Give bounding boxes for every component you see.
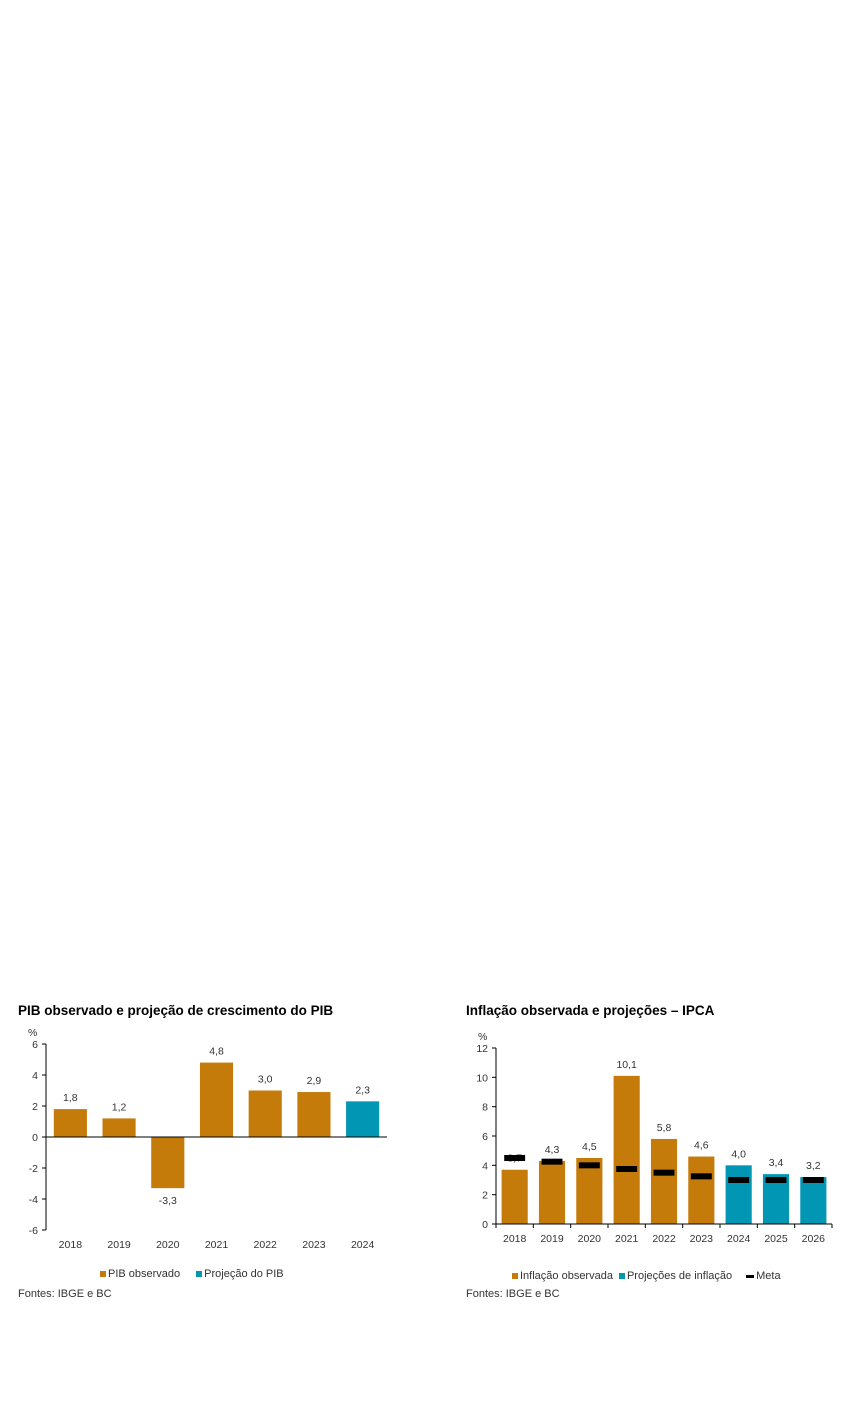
bar-2020 (576, 1158, 603, 1224)
y-axis-unit-label: % (478, 1031, 487, 1043)
target-marker-2024 (728, 1177, 750, 1183)
data-label-2026: 3,2 (806, 1160, 821, 1172)
y-tick-label: 0 (32, 1132, 38, 1144)
bar-2024 (346, 1101, 380, 1137)
y-tick-label: 0 (482, 1219, 488, 1231)
data-label-2023: 2,9 (307, 1075, 322, 1087)
chart-title: PIB observado e projeção de crescimento … (18, 1003, 334, 1018)
target-marker-2019 (541, 1158, 563, 1165)
inflation-legend: Inflação observada Projeções de inflação… (512, 1270, 781, 1282)
bar-2021 (199, 1062, 234, 1137)
y-tick-label: 12 (476, 1043, 488, 1055)
x-tick-label-2022: 2022 (254, 1239, 278, 1251)
data-label-2022: 5,8 (657, 1122, 672, 1134)
legend-label: PIB observado (108, 1268, 181, 1280)
y-tick-label: 2 (32, 1101, 38, 1113)
bar-2019 (538, 1160, 566, 1224)
bar-2022 (650, 1138, 678, 1224)
y-tick-label: 10 (476, 1072, 488, 1084)
target-marker-2025 (765, 1177, 787, 1183)
legend-swatch-projection (618, 1273, 625, 1279)
x-tick-label-2020: 2020 (578, 1233, 602, 1245)
legend-item-observed: Inflação observada (512, 1270, 613, 1282)
bar-2023 (688, 1156, 715, 1224)
bar-2024 (725, 1165, 752, 1224)
x-tick-label-2021: 2021 (205, 1239, 229, 1251)
data-label-2021: 4,8 (209, 1046, 224, 1058)
data-label-2019: 4,3 (545, 1144, 560, 1156)
target-marker-2020 (578, 1162, 600, 1169)
legend-label: Projeção do PIB (204, 1268, 284, 1280)
legend-item-projection: Projeções de inflação (618, 1270, 733, 1282)
x-tick-label-2018: 2018 (503, 1233, 527, 1245)
x-tick-label-2019: 2019 (540, 1233, 564, 1245)
y-tick-label: 4 (32, 1070, 38, 1082)
x-tick-label-2019: 2019 (107, 1239, 131, 1251)
x-tick-label-2024: 2024 (351, 1239, 375, 1251)
source-note: Fontes: IBGE e BC (18, 1288, 112, 1300)
bar-2020 (151, 1137, 185, 1189)
bar-2026 (800, 1177, 827, 1224)
data-label-2022: 3,0 (258, 1074, 273, 1086)
legend-swatch-projection (196, 1271, 203, 1277)
legend-item-projection: Projeção do PIB (196, 1268, 284, 1280)
x-tick-label-2024: 2024 (727, 1233, 751, 1245)
y-tick-label: -4 (29, 1194, 38, 1206)
data-label-2024: 2,3 (355, 1084, 370, 1096)
x-tick-label-2021: 2021 (615, 1233, 639, 1245)
data-label-2020: 4,5 (582, 1141, 597, 1153)
data-label-2018: 1,8 (63, 1092, 78, 1104)
legend-item-observed: PIB observado (100, 1268, 180, 1280)
legend-swatch-observed (512, 1273, 518, 1279)
data-label-2019: 1,2 (112, 1101, 127, 1113)
x-tick-label-2018: 2018 (59, 1239, 83, 1251)
data-label-2020: -3,3 (159, 1195, 177, 1207)
x-tick-label-2023: 2023 (690, 1233, 714, 1245)
legend-label: Projeções de inflação (626, 1270, 733, 1282)
bar-2018 (501, 1169, 528, 1224)
y-tick-label: 2 (482, 1190, 488, 1202)
y-tick-label: 6 (32, 1039, 38, 1051)
y-tick-label: -2 (29, 1163, 38, 1175)
target-marker-2021 (616, 1166, 638, 1172)
data-label-2024: 4,0 (731, 1148, 746, 1160)
gdp-chart-panel: PIB observado e projeção de crescimento … (14, 1000, 414, 1310)
target-marker-2022 (653, 1169, 675, 1176)
target-marker-2026 (802, 1177, 824, 1183)
bar-2021 (613, 1075, 640, 1224)
bar-2022 (248, 1090, 282, 1137)
data-label-2023: 4,6 (694, 1140, 709, 1152)
legend-swatch-observed (100, 1271, 106, 1277)
y-tick-label: 4 (482, 1160, 488, 1172)
legend-label: Inflação observada (520, 1270, 613, 1282)
y-tick-label: 6 (482, 1131, 488, 1143)
data-label-2025: 3,4 (769, 1157, 784, 1169)
x-tick-label-2023: 2023 (302, 1239, 326, 1251)
inflation-chart-svg: %1210864203,74,34,510,15,84,64,03,43,220… (476, 1031, 833, 1245)
x-tick-label-2022: 2022 (652, 1233, 676, 1245)
bar-2019 (102, 1118, 136, 1137)
inflation-chart-panel: Inflação observada e projeções – IPCA % 1… (462, 1000, 842, 1310)
bar-2023 (297, 1092, 331, 1137)
chart-title: Inflação observada e projeções – IPCA (466, 1003, 715, 1018)
data-label-2021: 10,1 (616, 1059, 637, 1071)
gdp-chart-svg: %6 4 2 0 -2 -4 -6 1,8 1,2 -3,3 4,8 3,0 2,9 2,3 2018 201… (28, 1027, 387, 1251)
y-tick-label: -6 (29, 1225, 38, 1237)
legend-label: Meta (756, 1270, 781, 1282)
x-tick-label-2020: 2020 (156, 1239, 180, 1251)
y-tick-label: 8 (482, 1102, 488, 1114)
x-tick-label-2026: 2026 (802, 1233, 826, 1245)
bar-2018 (53, 1109, 87, 1137)
x-tick-label-2025: 2025 (764, 1233, 788, 1245)
target-marker-2018 (504, 1155, 526, 1161)
source-note: Fontes: IBGE e BC (466, 1288, 560, 1300)
y-axis-unit-label: % (28, 1027, 37, 1039)
gdp-legend: PIB observado Projeção do PIB (100, 1268, 284, 1280)
target-marker-2023 (690, 1173, 712, 1180)
legend-swatch-target (746, 1274, 755, 1278)
legend-item-target: Meta (746, 1270, 781, 1282)
